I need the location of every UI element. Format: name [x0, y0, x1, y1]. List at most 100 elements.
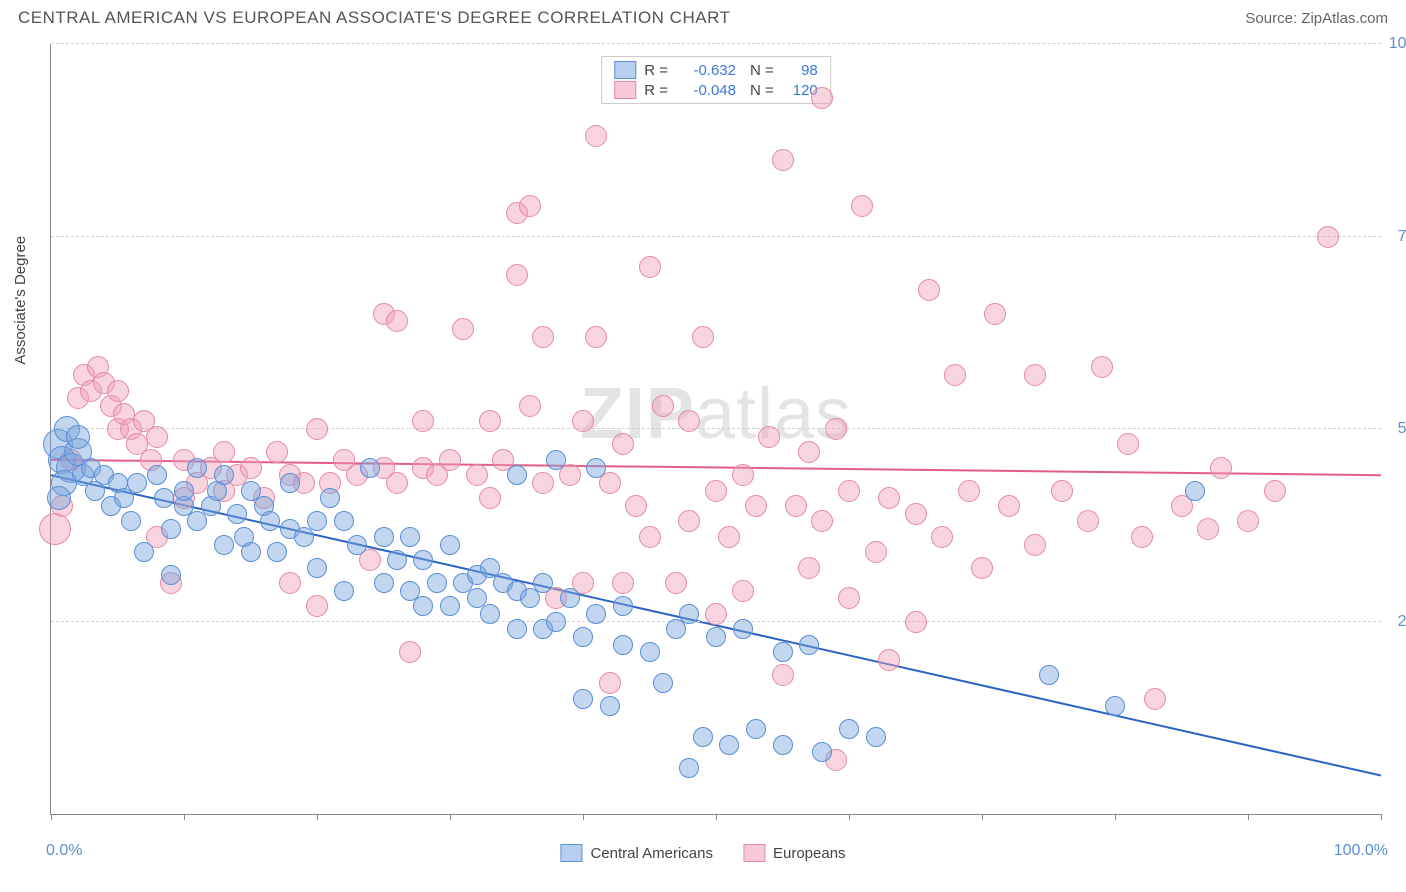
pink-point: [772, 664, 794, 686]
blue-point: [533, 573, 553, 593]
pink-point: [1144, 688, 1166, 710]
pink-point: [599, 672, 621, 694]
pink-point: [798, 441, 820, 463]
x-tick: [982, 814, 983, 820]
pink-point: [878, 487, 900, 509]
pink-point: [639, 256, 661, 278]
pink-point: [732, 464, 754, 486]
blue-point: [161, 565, 181, 585]
pink-point: [639, 526, 661, 548]
legend-item: Europeans: [743, 844, 846, 862]
pink-point: [1024, 534, 1046, 556]
blue-point: [679, 758, 699, 778]
blue-point: [307, 511, 327, 531]
legend-label: Central Americans: [590, 845, 713, 862]
pink-point: [984, 303, 1006, 325]
blue-point: [227, 504, 247, 524]
pink-point: [1210, 457, 1232, 479]
pink-point: [1131, 526, 1153, 548]
pink-point: [107, 380, 129, 402]
blue-point: [66, 425, 90, 449]
blue-trendline: [51, 475, 1381, 775]
blue-point: [127, 473, 147, 493]
blue-point: [440, 535, 460, 555]
pink-point: [798, 557, 820, 579]
blue-point: [613, 596, 633, 616]
legend-swatch: [560, 844, 582, 862]
pink-point: [811, 87, 833, 109]
gridline: [51, 43, 1381, 44]
blue-point: [413, 550, 433, 570]
y-tick-label: 100.0%: [1389, 35, 1406, 53]
pink-point: [905, 503, 927, 525]
blue-point: [214, 465, 234, 485]
pink-point: [39, 513, 71, 545]
blue-point: [839, 719, 859, 739]
x-tick: [583, 814, 584, 820]
plot-area: ZIPatlas R =-0.632 N =98R =-0.048 N =120…: [50, 44, 1381, 815]
blue-point: [260, 511, 280, 531]
blue-point: [746, 719, 766, 739]
blue-point: [267, 542, 287, 562]
pink-point: [452, 318, 474, 340]
pink-point: [439, 449, 461, 471]
pink-point: [1264, 480, 1286, 502]
pink-point: [386, 472, 408, 494]
blue-point: [374, 573, 394, 593]
source-attribution: Source: ZipAtlas.com: [1245, 10, 1388, 27]
source-link[interactable]: ZipAtlas.com: [1301, 10, 1388, 27]
blue-point: [161, 519, 181, 539]
pink-point: [1051, 480, 1073, 502]
x-tick: [1381, 814, 1382, 820]
blue-point: [653, 673, 673, 693]
blue-point: [413, 596, 433, 616]
correlation-box: R =-0.632 N =98R =-0.048 N =120: [601, 56, 831, 104]
pink-point: [998, 495, 1020, 517]
blue-point: [280, 473, 300, 493]
x-tick: [716, 814, 717, 820]
pink-point: [399, 641, 421, 663]
pink-point: [1024, 364, 1046, 386]
legend-swatch: [614, 61, 636, 79]
blue-point: [347, 535, 367, 555]
pink-point: [758, 426, 780, 448]
pink-point: [1317, 226, 1339, 248]
pink-point: [838, 587, 860, 609]
x-tick: [51, 814, 52, 820]
pink-point: [412, 410, 434, 432]
pink-point: [585, 125, 607, 147]
pink-point: [1091, 356, 1113, 378]
pink-point: [851, 195, 873, 217]
pink-point: [944, 364, 966, 386]
pink-point: [1237, 510, 1259, 532]
pink-point: [1117, 433, 1139, 455]
pink-point: [519, 195, 541, 217]
pink-point: [532, 326, 554, 348]
pink-point: [705, 603, 727, 625]
pink-point: [878, 649, 900, 671]
x-tick: [849, 814, 850, 820]
blue-point: [134, 542, 154, 562]
pink-point: [279, 572, 301, 594]
blue-point: [374, 527, 394, 547]
x-tick: [1248, 814, 1249, 820]
blue-point: [546, 612, 566, 632]
pink-point: [146, 426, 168, 448]
blue-point: [507, 619, 527, 639]
blue-point: [387, 550, 407, 570]
blue-point: [427, 573, 447, 593]
pink-point: [718, 526, 740, 548]
pink-point: [1197, 518, 1219, 540]
x-axis-max-label: 100.0%: [1334, 842, 1388, 860]
legend-swatch: [614, 81, 636, 99]
pink-point: [306, 595, 328, 617]
pink-point: [931, 526, 953, 548]
x-tick: [184, 814, 185, 820]
pink-point: [386, 310, 408, 332]
pink-point: [785, 495, 807, 517]
blue-point: [241, 542, 261, 562]
blue-point: [733, 619, 753, 639]
y-axis-label: Associate's Degree: [12, 236, 29, 365]
blue-point: [334, 581, 354, 601]
pink-point: [266, 441, 288, 463]
